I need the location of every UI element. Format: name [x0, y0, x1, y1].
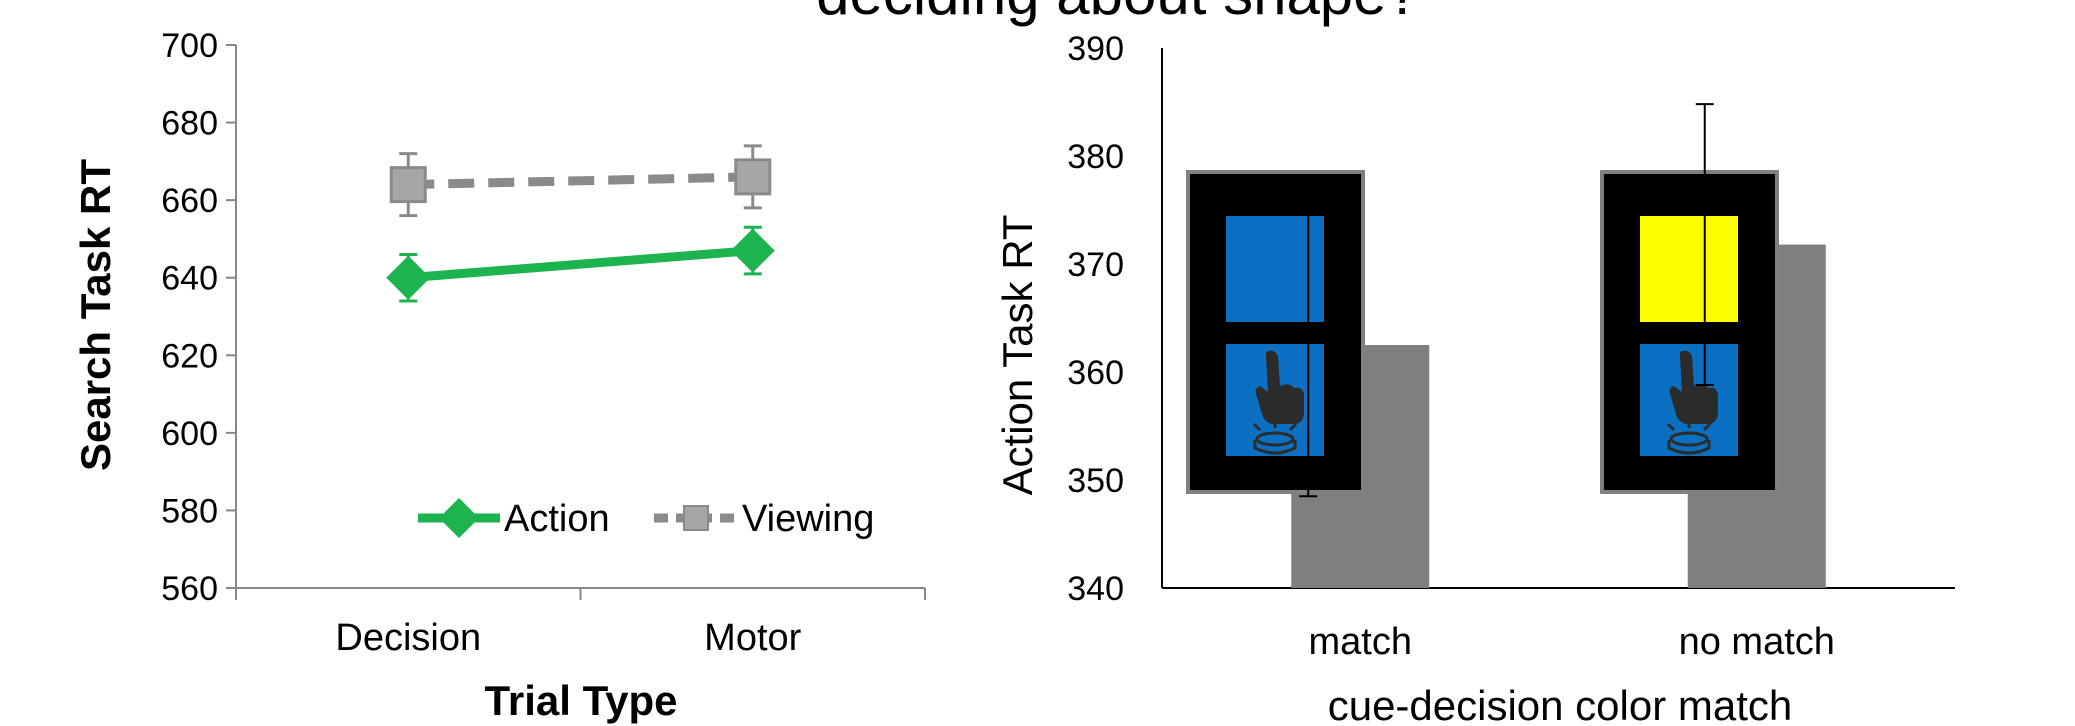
line-chart: 560 580 600 620 640 660 680 700 Decision Motor S…	[72, 27, 926, 724]
line-chart-y-ticks: 560 580 600 620 640 660 680 700	[161, 27, 236, 608]
bar-chart-error-bars	[1299, 103, 1714, 498]
bar-chart-x-ticks: match no match	[1309, 621, 1835, 663]
y-tick-label: 640	[161, 260, 218, 298]
stimulus-inset	[1600, 170, 1779, 494]
finger-pressing-button-icon	[1666, 350, 1718, 455]
legend-label-viewing: Viewing	[742, 498, 874, 540]
data-point-action	[730, 228, 775, 273]
data-point-viewing	[734, 158, 772, 196]
clipped-heading: deciding about shape?	[816, 0, 1420, 27]
spark-line	[1702, 422, 1712, 432]
y-tick-label: 350	[1067, 462, 1124, 500]
button-base	[1253, 440, 1297, 455]
cue-square	[1226, 216, 1324, 322]
button-top	[1255, 431, 1295, 447]
button-top	[1669, 431, 1709, 447]
legend-marker-viewing	[683, 505, 709, 531]
bar-chart: 340 350 360 370 380 390 match no match Action …	[994, 30, 1955, 726]
data-point-viewing	[389, 166, 427, 204]
y-tick-label: 660	[161, 182, 218, 220]
data-point-action	[386, 255, 431, 300]
y-tick-label: 600	[161, 415, 218, 453]
button-base	[1667, 440, 1711, 455]
spark-line	[1288, 422, 1298, 432]
y-tick-label: 680	[161, 105, 218, 143]
spark-line	[1666, 422, 1676, 432]
y-tick-label: 390	[1067, 30, 1124, 68]
y-tick-label: 360	[1067, 354, 1124, 392]
stimulus-inset	[1186, 170, 1365, 494]
y-tick-label: 560	[161, 570, 218, 608]
cue-square	[1640, 216, 1738, 322]
legend: Action Viewing	[418, 498, 874, 540]
series-line-viewing	[408, 172, 753, 190]
x-axis-title: Trial Type	[485, 677, 678, 724]
line-chart-x-ticks: Decision Motor	[235, 588, 926, 659]
legend-marker-action	[439, 498, 479, 538]
y-tick-label: 700	[161, 27, 218, 65]
hand-shape	[1669, 350, 1718, 424]
y-tick-label: 580	[161, 492, 218, 530]
y-tick-label: 340	[1067, 570, 1124, 608]
y-tick-label: 620	[161, 337, 218, 375]
stimulus-insets	[1186, 170, 1779, 494]
x-axis-title: cue-decision color match	[1328, 682, 1793, 726]
line-chart-series	[386, 144, 775, 303]
spark-line	[1252, 422, 1262, 432]
y-axis-title: Search Task RT	[72, 159, 119, 471]
y-tick-label: 370	[1067, 246, 1124, 284]
legend-label-action: Action	[504, 498, 610, 540]
series-line-action	[407, 246, 754, 283]
y-tick-label: 380	[1067, 138, 1124, 176]
bar-chart-y-ticks: 340 350 360 370 380 390	[1067, 30, 1124, 608]
y-axis-title: Action Task RT	[994, 215, 1041, 496]
x-tick-label: Decision	[335, 617, 481, 659]
x-tick-label: match	[1309, 621, 1412, 663]
x-tick-label: no match	[1679, 621, 1835, 663]
x-tick-label: Motor	[704, 617, 801, 659]
finger-pressing-button-icon	[1252, 350, 1304, 455]
hand-shape	[1255, 350, 1304, 424]
